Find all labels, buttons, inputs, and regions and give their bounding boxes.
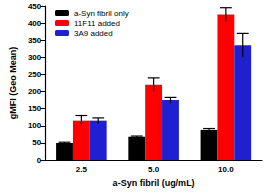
svg-text:350: 350 — [28, 36, 42, 45]
svg-text:3A9 added: 3A9 added — [74, 29, 113, 38]
svg-text:50: 50 — [32, 138, 41, 147]
svg-text:11F11 added: 11F11 added — [74, 19, 120, 28]
svg-text:400: 400 — [28, 19, 42, 28]
svg-text:250: 250 — [28, 70, 42, 79]
svg-text:0: 0 — [37, 156, 42, 165]
svg-text:200: 200 — [28, 87, 42, 96]
svg-text:a-Syn fibril only: a-Syn fibril only — [74, 9, 129, 18]
svg-text:450: 450 — [28, 2, 42, 11]
svg-text:2.5: 2.5 — [76, 165, 88, 174]
svg-text:150: 150 — [28, 104, 42, 113]
svg-text:a-Syn fibril (ug/mL): a-Syn fibril (ug/mL) — [113, 178, 195, 188]
svg-text:300: 300 — [28, 53, 42, 62]
svg-text:gMFI (Geo Mean): gMFI (Geo Mean) — [8, 47, 18, 120]
svg-text:100: 100 — [28, 121, 42, 130]
svg-text:5.0: 5.0 — [148, 165, 160, 174]
svg-text:10.0: 10.0 — [218, 165, 234, 174]
